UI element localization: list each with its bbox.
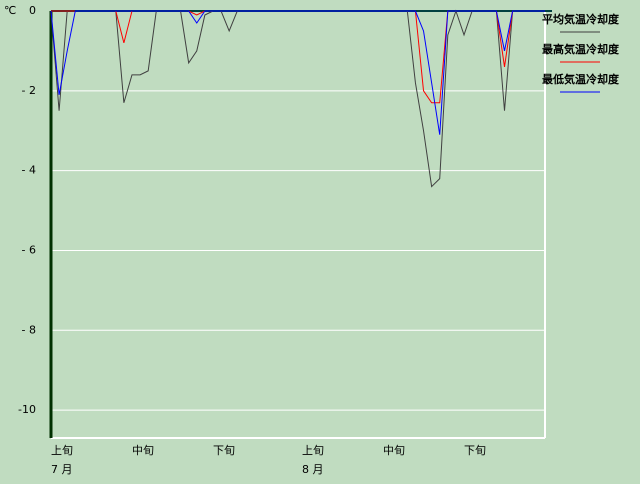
legend-label: 最高気温冷却度 [542, 42, 620, 56]
legend-label: 最低気温冷却度 [542, 72, 620, 86]
x-tick-label: 中旬 [383, 444, 405, 457]
y-tick-label: - 8 [22, 323, 36, 336]
month-label: 7 月 [51, 463, 73, 476]
y-tick-label: - 6 [22, 243, 36, 256]
y-tick-label: 0 [29, 4, 36, 17]
y-tick-label: -10 [18, 403, 36, 416]
x-tick-label: 中旬 [132, 444, 154, 457]
x-tick-label: 下旬 [464, 444, 486, 457]
unit-label: ℃ [4, 4, 16, 17]
y-tick-label: - 4 [22, 164, 36, 177]
x-tick-label: 上旬 [51, 444, 73, 457]
x-tick-label: 下旬 [213, 444, 235, 457]
x-tick-label: 上旬 [302, 444, 324, 457]
y-tick-label: - 2 [22, 84, 36, 97]
month-label: 8 月 [302, 463, 324, 476]
legend-label: 平均気温冷却度 [542, 12, 620, 26]
series-line [50, 10, 545, 135]
